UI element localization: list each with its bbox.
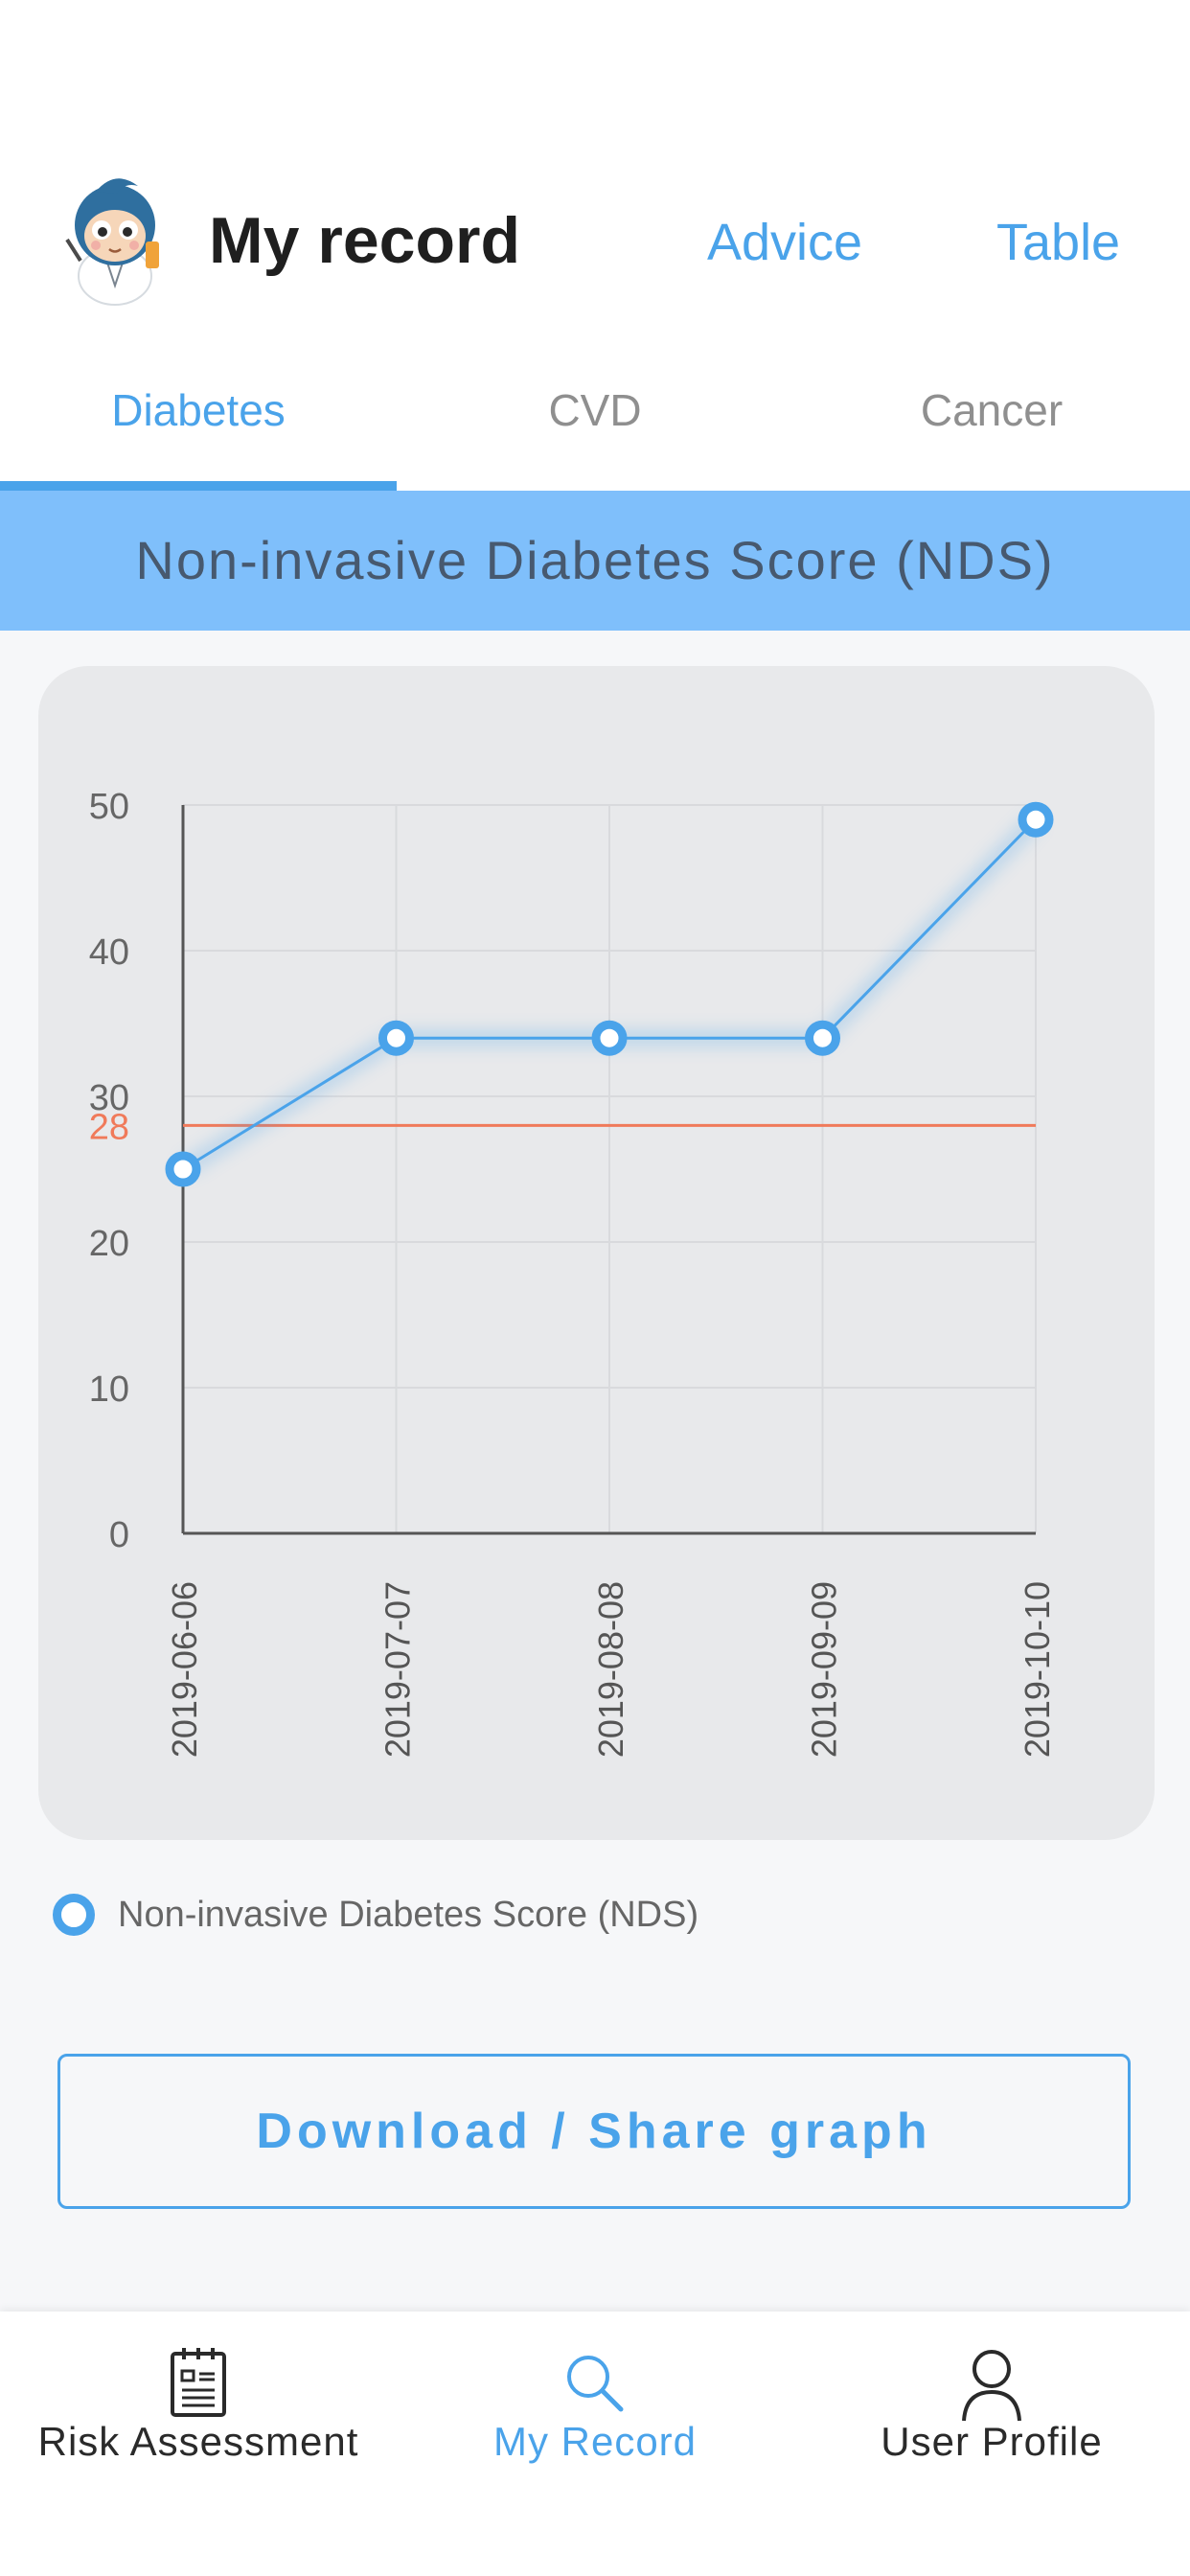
data-point: [591, 1020, 628, 1056]
category-tabs: Diabetes CVD Cancer: [0, 345, 1190, 491]
score-banner: Non-invasive Diabetes Score (NDS): [0, 491, 1190, 631]
y-tick-label: 50: [89, 787, 129, 827]
data-point: [378, 1020, 414, 1056]
y-tick-label: 20: [89, 1224, 129, 1264]
tab-cvd[interactable]: CVD: [397, 345, 793, 491]
tab-diabetes-label: Diabetes: [111, 385, 286, 435]
x-tick-label: 2019-06-06: [165, 1581, 204, 1758]
y-tick-label: 0: [109, 1515, 129, 1555]
table-link[interactable]: Table: [996, 214, 1121, 271]
chart-legend: Non-invasive Diabetes Score (NDS): [53, 1890, 698, 1940]
data-point: [805, 1020, 840, 1056]
chart-card: 0 10 20 30 40 50 28 2019-06-06 2019-07-07 2019-08…: [38, 666, 1155, 1840]
tab-cancer[interactable]: Cancer: [793, 345, 1190, 491]
data-point: [1018, 801, 1054, 838]
tab-cancer-label: Cancer: [920, 385, 1064, 435]
data-point: [165, 1151, 201, 1187]
y-tick-label: 40: [89, 932, 129, 973]
nav-user-profile[interactable]: User Profile: [793, 2312, 1190, 2503]
nds-line-chart: 0 10 20 30 40 50 28 2019-06-06 2019-07-07 2019-08…: [89, 787, 1057, 1758]
page-title: My record: [209, 204, 520, 277]
user-icon: [962, 2350, 1021, 2422]
y-tick-label: 30: [89, 1078, 129, 1118]
advice-link[interactable]: Advice: [707, 214, 863, 271]
active-tab-indicator: [0, 481, 397, 491]
nav-my-record-label: My Record: [492, 2419, 698, 2464]
bottom-nav: Risk Assessment My Record User Profile: [0, 2312, 1190, 2576]
x-tick-label: 2019-07-07: [378, 1581, 418, 1758]
search-icon: [567, 2356, 624, 2412]
nav-user-profile-label: User Profile: [881, 2419, 1103, 2464]
doctor-mascot-icon: [65, 178, 159, 306]
x-tick-label: 2019-10-10: [1018, 1581, 1057, 1758]
nav-my-record[interactable]: My Record: [397, 2312, 793, 2503]
nav-risk-assessment-label: Risk Assessment: [37, 2419, 359, 2464]
download-share-button[interactable]: Download / Share graph: [57, 2054, 1131, 2209]
tab-diabetes[interactable]: Diabetes: [0, 345, 397, 491]
tab-cvd-label: CVD: [548, 385, 642, 435]
legend-marker: [53, 1894, 95, 1936]
clipboard-icon: [171, 2348, 226, 2417]
app-header: My record Advice Table: [0, 144, 1190, 345]
x-tick-label: 2019-08-08: [591, 1581, 630, 1758]
nav-risk-assessment[interactable]: Risk Assessment: [0, 2312, 397, 2503]
y-tick-label: 10: [89, 1369, 129, 1410]
status-bar: [0, 0, 1190, 144]
x-tick-label: 2019-09-09: [805, 1581, 844, 1758]
threshold-label: 28: [89, 1107, 129, 1147]
legend-label: Non-invasive Diabetes Score (NDS): [118, 1894, 699, 1935]
